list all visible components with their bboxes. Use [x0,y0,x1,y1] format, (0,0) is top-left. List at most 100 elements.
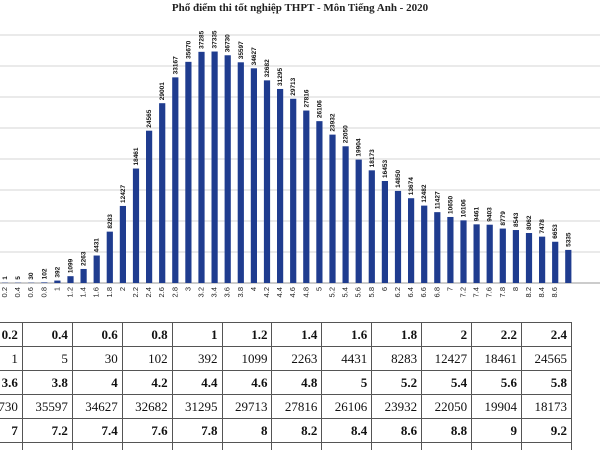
x-tick-label: 1.4 [79,287,88,297]
bar-value-label: 37285 [199,30,206,48]
bar-value-label: 32682 [264,59,271,77]
bar [106,231,113,283]
bar-value-label: 35597 [238,41,245,59]
x-tick-label: 6 [380,287,389,291]
count-cell: 102 [121,346,173,371]
bar [277,88,284,283]
x-tick-label: 3.2 [197,287,206,297]
bar-value-label: 24565 [146,109,153,127]
score-cell: 5.6 [471,370,522,395]
bar [146,130,153,283]
chart-title: Phổ điểm thi tốt nghiệp THPT - Môn Tiếng… [171,2,429,14]
x-tick-label: 8.4 [537,287,546,297]
score-cell: 7.4 [71,418,123,443]
x-tick-label: 5.6 [354,287,363,297]
count-row: 3673035597346273268231295297132781626106… [0,394,573,419]
score-cell: 8.4 [321,418,373,443]
score-cell: 4 [71,370,123,395]
score-cell: 0.4 [21,322,73,347]
score-cell: 7.6 [121,418,173,443]
bar-value-label: 23932 [330,113,337,131]
bar-value-label: 14850 [395,169,402,187]
score-cell: 4.6 [221,370,273,395]
bar [263,80,271,283]
score-table-area: 0.2 0.4 0.6 0.8 1 1.2 1.4 1.6 1.8 2 2.2 2.4 1 5 30 102 3… [0,322,600,450]
score-cell: 4.8 [271,370,323,395]
score-cell: 5.4 [421,370,473,395]
count-cell: 31295 [171,394,223,419]
bar-value-label: 34627 [251,47,258,65]
x-tick-label: 8.2 [524,287,533,297]
bar [565,249,572,283]
bar [224,55,231,283]
bar-value-label: 392 [54,266,61,277]
count-cell: 5 [21,346,73,371]
count-cell: 8779 [171,442,223,450]
x-tick-label: 0.8 [39,287,48,297]
score-row: 0.2 0.4 0.6 0.8 1 1.2 1.4 1.6 1.8 2 2.2 2.4 [0,322,573,347]
x-tick-label: 7.8 [498,287,507,297]
x-tick-label: 1.2 [66,287,75,297]
count-cell: 18173 [520,394,573,419]
count-cell: 5335 [421,442,473,450]
count-cell: 32682 [121,394,173,419]
x-tick-label: 6.4 [406,287,415,297]
bar-value-label: 12427 [120,184,127,202]
bar-value-label: 102 [41,268,48,279]
bar [119,205,126,283]
bar-value-label: 29713 [290,77,297,95]
bar [329,134,336,283]
score-cell: 4.4 [171,370,223,395]
x-tick-label: 3.6 [223,287,232,297]
score-cell: 1.6 [321,322,373,347]
bar-value-label: 13674 [408,177,415,195]
bar-value-label: 8543 [513,212,520,227]
score-cell: 0.8 [121,322,173,347]
x-tick-label: 4 [249,287,258,291]
x-tick-label: 6.6 [419,287,428,297]
count-cell: 12427 [421,346,473,371]
x-tick-label: 4.2 [262,287,271,297]
bar-value-label: 2263 [81,251,88,266]
score-cell: 1.8 [371,322,423,347]
score-cell: 3.6 [0,370,23,395]
count-cell: 26106 [321,394,373,419]
bar-value-label: 29001 [159,82,166,100]
bar-value-label: 10106 [461,199,468,217]
bar-value-label: 16453 [382,160,389,178]
bar-value-label: 18173 [369,149,376,167]
score-cell: 1.2 [221,322,273,347]
count-cell: 1 [0,346,23,371]
x-tick-label: 6.8 [432,287,441,297]
score-cell: 5.8 [520,370,573,395]
bar-value-label: 1 [2,276,9,280]
bar [41,282,48,283]
x-tick-label: 6.2 [393,287,402,297]
x-tick-label: 2.4 [144,287,153,297]
bar [552,241,559,283]
count-cell: 1099 [221,346,273,371]
bar [447,216,454,283]
bar [316,121,323,284]
count-cell: 7478 [321,442,373,450]
bar [421,205,428,283]
score-cell: 8.6 [371,418,423,443]
score-row: 7 7.2 7.4 7.6 7.8 8 8.2 8.4 8.6 8.8 9 9.2 [0,418,573,443]
x-tick-label: 3 [183,287,192,291]
bar [67,276,74,283]
x-tick-label: 3.4 [210,287,219,297]
bar [473,224,480,283]
score-cell: 5 [321,370,373,395]
score-table: 0.2 0.4 0.6 0.8 1 1.2 1.4 1.6 1.8 2 2.2 2.4 1 5 30 102 3… [0,322,573,450]
x-tick-label: 7.2 [459,287,468,297]
score-cell: 4.2 [121,370,173,395]
bar-value-label: 18461 [133,147,140,165]
bar-value-label: 19904 [356,138,363,156]
count-cell: 27816 [271,394,323,419]
score-cell: 9.2 [520,418,573,443]
bar-value-label: 35670 [185,40,192,58]
count-cell: 34627 [71,394,123,419]
x-tick-label: 1 [52,287,61,291]
x-tick-label: 5 [314,287,323,291]
bar-value-label: 8779 [500,211,507,226]
